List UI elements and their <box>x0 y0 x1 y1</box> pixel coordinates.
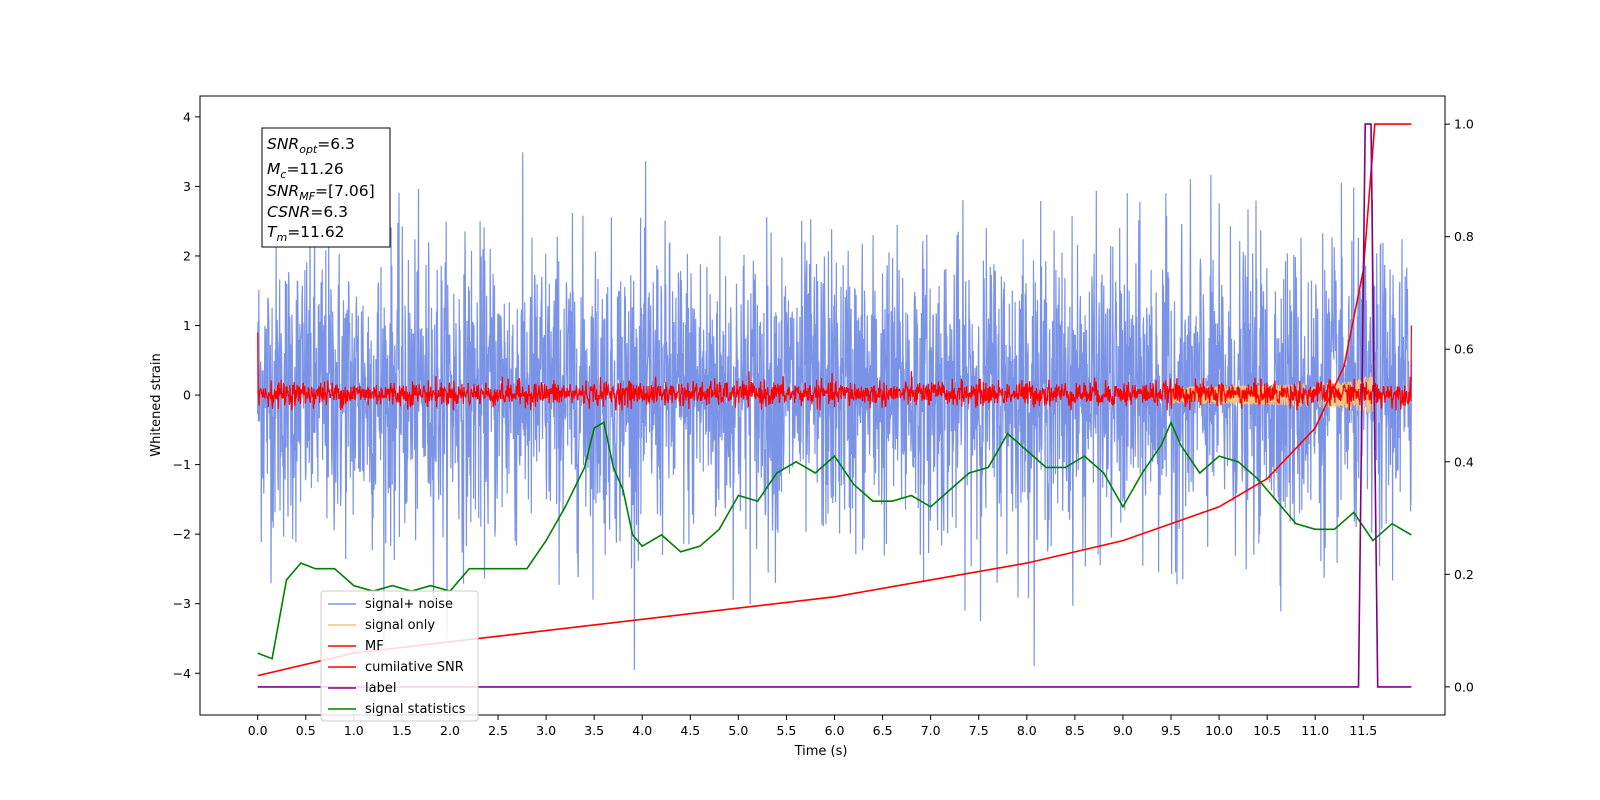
info-snr-opt: SNRopt=6.3 <box>267 135 355 156</box>
legend-item-signal-statistics: signal statistics <box>328 702 466 717</box>
x-tick-label: 5.0 <box>728 723 748 738</box>
svg-text:signal only: signal only <box>365 618 435 633</box>
legend-item-signal-only: signal only <box>328 618 435 633</box>
x-tick-label: 4.5 <box>680 723 700 738</box>
y-axis-right-ticks: 1.0 0.8 0.6 0.4 0.2 0.0 <box>1445 117 1474 694</box>
svg-text:MF: MF <box>365 639 384 654</box>
x-tick-label: 4.0 <box>632 723 652 738</box>
legend-item-label: label <box>328 681 396 696</box>
info-snr-mf: SNRMF=[7.06] <box>267 182 375 203</box>
x-tick-label: 8.0 <box>1017 723 1037 738</box>
legend: signal+ noise signal only MF cumilative … <box>320 590 479 722</box>
series-signal-statistics <box>257 420 1412 660</box>
y-right-tick-label: 0.8 <box>1454 229 1474 244</box>
info-box: SNRopt=6.3 Mc=11.26 SNRMF=[7.06] CSNR=6.… <box>261 127 391 248</box>
y-left-tick-label: −2 <box>173 527 191 542</box>
info-mc: Mc=11.26 <box>267 160 344 181</box>
y-left-tick-label: 1 <box>183 318 191 333</box>
svg-text:signal+ noise: signal+ noise <box>365 597 453 612</box>
y-left-tick-label: −1 <box>173 457 191 472</box>
x-tick-label: 1.5 <box>392 723 412 738</box>
plot-frame <box>199 95 1446 716</box>
y-right-tick-label: 0.6 <box>1454 342 1474 357</box>
x-tick-label: 2.5 <box>488 723 508 738</box>
legend-item-cumulative-snr: cumilative SNR <box>328 660 464 675</box>
svg-text:cumilative SNR: cumilative SNR <box>365 660 464 675</box>
svg-text:signal statistics: signal statistics <box>365 702 466 717</box>
series-mf <box>257 325 1413 411</box>
x-tick-label: 10.5 <box>1253 723 1281 738</box>
svg-text:label: label <box>365 681 396 696</box>
x-tick-label: 0.0 <box>248 723 268 738</box>
y-left-tick-label: −4 <box>173 666 191 681</box>
info-csnr: CSNR=6.3 <box>267 203 348 221</box>
y-left-tick-label: −3 <box>173 596 191 611</box>
y-left-tick-label: 4 <box>183 109 191 124</box>
x-tick-label: 11.0 <box>1301 723 1329 738</box>
y-right-tick-label: 0.2 <box>1454 567 1474 582</box>
y-axis-left-ticks: 4 3 2 1 0 −1 −2 −3 −4 <box>173 109 200 681</box>
plot-content <box>257 123 1413 688</box>
x-tick-label: 6.0 <box>825 723 845 738</box>
y-axis-label: Whitened strain <box>149 353 164 456</box>
x-tick-label: 9.0 <box>1113 723 1133 738</box>
y-left-tick-label: 2 <box>183 248 191 263</box>
x-tick-label: 2.0 <box>440 723 460 738</box>
info-tm: Tm=11.62 <box>267 223 345 244</box>
y-right-tick-label: 0.0 <box>1454 679 1474 694</box>
x-tick-label: 3.5 <box>584 723 604 738</box>
series-signal-noise <box>257 152 1413 670</box>
x-axis-label: Time (s) <box>794 744 848 759</box>
x-axis-ticks: 0.0 0.5 1.0 1.5 2.0 2.5 3.0 3.5 4.0 4.5 5.0 5.5 6.0 6… <box>248 715 1377 738</box>
x-tick-label: 7.5 <box>969 723 989 738</box>
legend-item-signal-noise: signal+ noise <box>328 597 453 612</box>
x-tick-label: 11.5 <box>1349 723 1377 738</box>
x-tick-label: 5.5 <box>777 723 797 738</box>
x-tick-label: 8.5 <box>1065 723 1085 738</box>
legend-item-mf: MF <box>328 639 384 654</box>
x-tick-label: 10.0 <box>1205 723 1233 738</box>
x-tick-label: 6.5 <box>873 723 893 738</box>
x-tick-label: 3.0 <box>536 723 556 738</box>
y-right-tick-label: 1.0 <box>1454 117 1474 132</box>
series-label <box>257 123 1412 688</box>
x-tick-label: 9.5 <box>1161 723 1181 738</box>
y-left-tick-label: 3 <box>183 179 191 194</box>
x-tick-label: 0.5 <box>296 723 316 738</box>
x-tick-label: 1.0 <box>344 723 364 738</box>
y-right-tick-label: 0.4 <box>1454 454 1474 469</box>
series-cumilative-snr <box>257 123 1412 677</box>
x-tick-label: 7.0 <box>921 723 941 738</box>
y-left-tick-label: 0 <box>183 388 191 403</box>
